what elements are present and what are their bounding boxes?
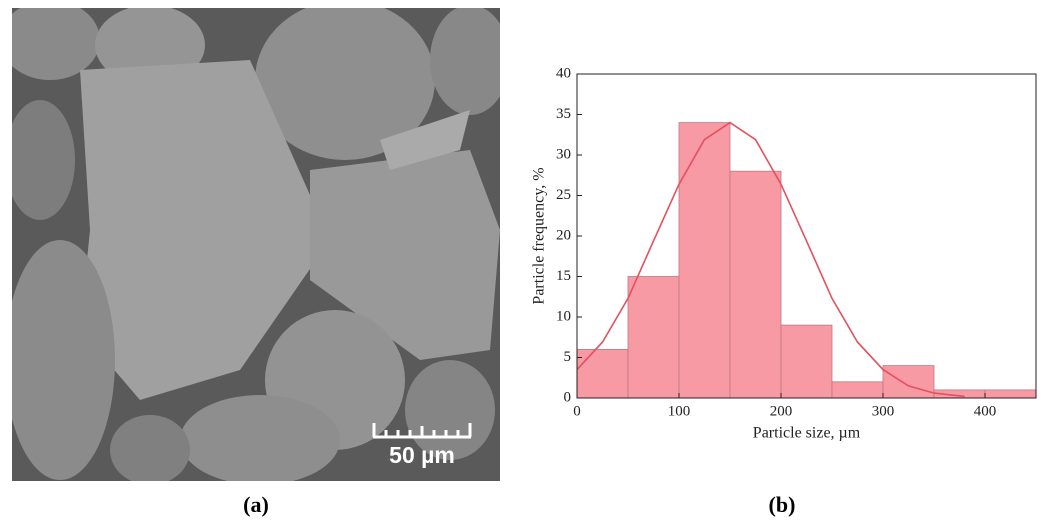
x-tick-label: 300 (872, 403, 895, 419)
y-tick-label: 5 (564, 349, 572, 365)
bar (730, 171, 781, 398)
bar (883, 366, 934, 398)
x-axis-label: Particle size, µm (753, 425, 861, 442)
x-tick-label: 100 (668, 403, 691, 419)
y-tick-label: 10 (556, 308, 571, 324)
y-tick-label: 0 (564, 389, 572, 405)
sem-image: 50 µm (0, 0, 510, 485)
y-tick-label: 15 (556, 268, 571, 284)
bar (832, 382, 883, 398)
x-tick-label: 400 (974, 403, 997, 419)
y-tick-label: 35 (556, 106, 571, 122)
caption: (a) (243, 492, 269, 517)
x-tick-label: 200 (770, 403, 793, 419)
x-tick-label: 0 (573, 403, 581, 419)
bar (577, 349, 628, 398)
bar (628, 277, 679, 399)
figure: 50 µm (a) (b) 05101520253035400100200300… (0, 0, 1047, 524)
y-tick-label: 25 (556, 187, 571, 203)
scale-bar-label: 50 µm (389, 442, 455, 468)
bar (781, 325, 832, 398)
bar (985, 390, 1036, 398)
caption: (b) (769, 492, 796, 517)
y-axis-label: Particle frequency, % (531, 167, 548, 304)
y-tick-label: 40 (556, 65, 571, 81)
bar (679, 123, 730, 398)
y-tick-label: 30 (556, 146, 571, 162)
y-tick-label: 20 (556, 227, 571, 243)
